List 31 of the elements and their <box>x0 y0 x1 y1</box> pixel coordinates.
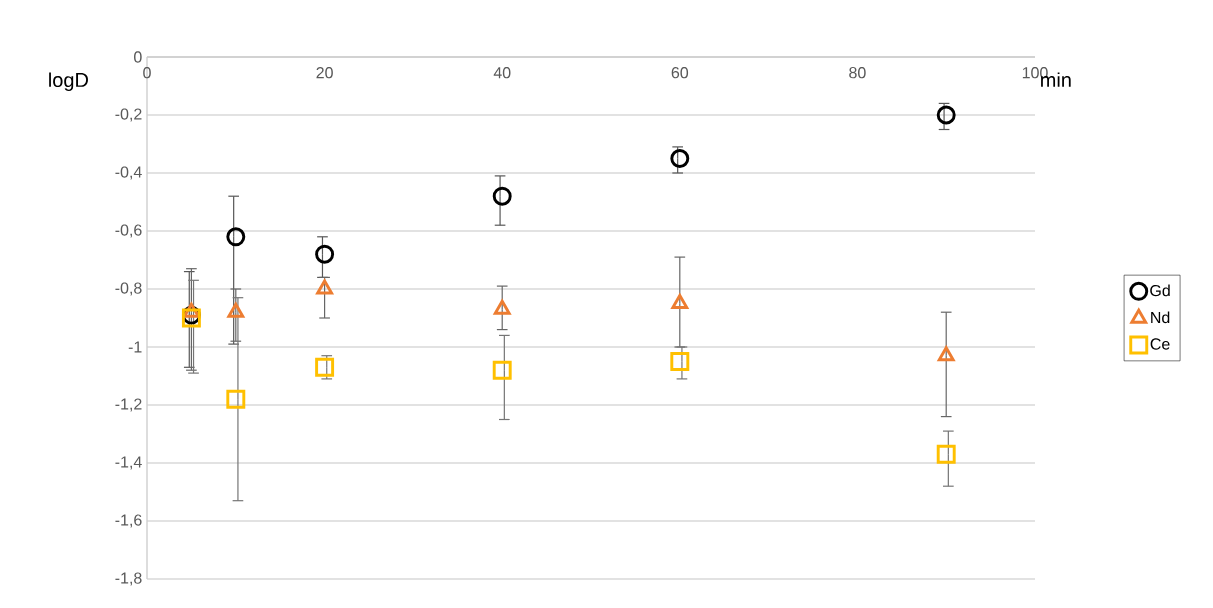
point <box>936 444 956 464</box>
x-tick-label: 80 <box>849 67 866 79</box>
point <box>315 357 335 377</box>
point <box>492 186 512 206</box>
x-tick-label: 40 <box>493 67 511 79</box>
y-tick-label: -0,4 <box>115 166 142 180</box>
legend-label: Ce <box>1150 338 1170 350</box>
y-tick-label: -1,6 <box>115 514 142 528</box>
point <box>493 299 511 315</box>
x-tick-label: 60 <box>671 67 689 79</box>
y-tick-label: -0,8 <box>115 282 142 296</box>
point <box>226 389 246 409</box>
legend-label: Gd <box>1150 284 1170 297</box>
point <box>492 360 512 380</box>
y-tick-label: -1 <box>128 341 142 353</box>
y-tick-label: -1,2 <box>115 398 142 412</box>
y-axis-title: logD <box>49 72 88 92</box>
point <box>226 227 246 247</box>
point <box>671 294 689 309</box>
legend-label: Nd <box>1151 311 1170 324</box>
point <box>227 302 245 318</box>
x-tick-label: 0 <box>143 67 151 79</box>
x-tick-label: 20 <box>316 67 333 79</box>
y-tick-label: -0,2 <box>115 108 142 122</box>
point <box>315 244 335 264</box>
y-tick-label: 0 <box>134 51 142 63</box>
y-tick-label: -1,8 <box>115 572 142 586</box>
y-tick-label: -1,4 <box>115 456 142 470</box>
y-tick-label: -0,6 <box>115 224 142 238</box>
point <box>937 346 955 362</box>
point <box>670 352 690 371</box>
